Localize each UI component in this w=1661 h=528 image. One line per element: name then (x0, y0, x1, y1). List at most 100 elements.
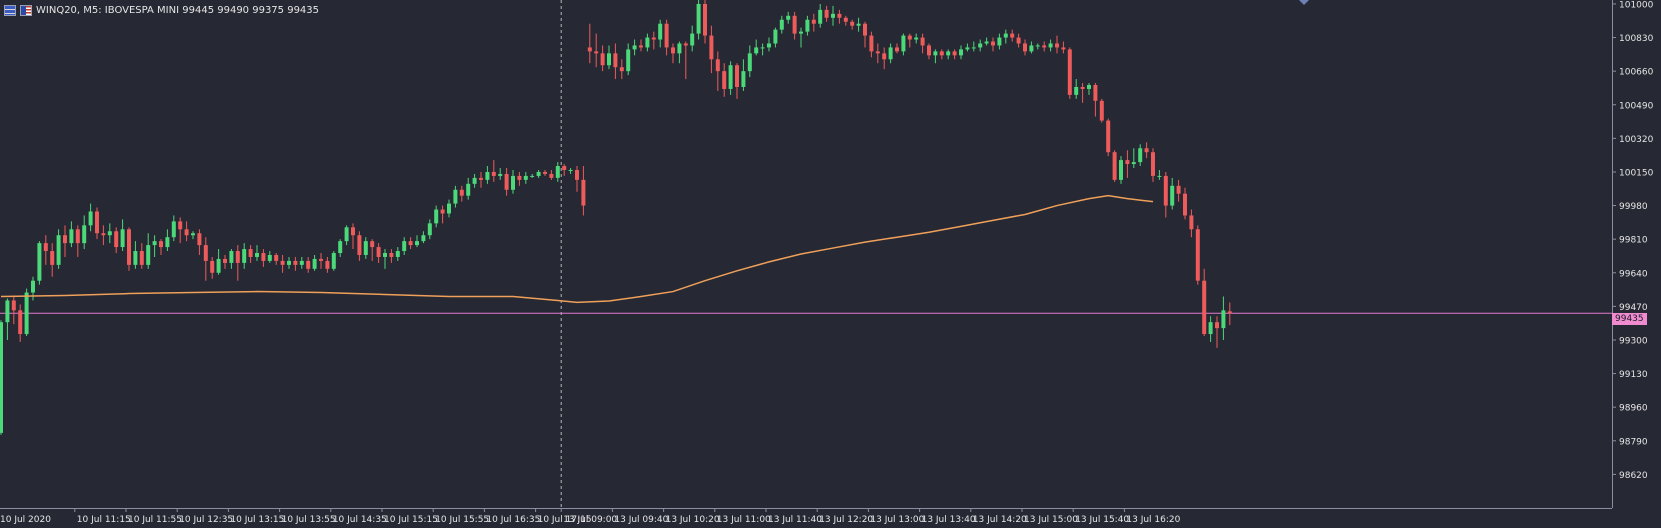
candle (370, 239, 375, 261)
candle-body (952, 51, 957, 56)
candle-body (1221, 310, 1226, 329)
candle-body (907, 35, 912, 40)
chart-grid-icon[interactable] (4, 4, 16, 16)
time-tick-label: 10 Jul 13:55 (282, 515, 336, 525)
candle-body (786, 15, 791, 20)
candle (952, 49, 957, 60)
candle-body (600, 53, 605, 66)
candle-body (875, 51, 880, 54)
candle (37, 241, 42, 285)
candle-body (82, 225, 87, 244)
candle (88, 203, 93, 232)
candle-body (338, 241, 343, 254)
candle-body (933, 51, 938, 56)
candle-body (472, 177, 477, 184)
price-tick-label: 98620 (1619, 471, 1648, 481)
candle-body (421, 235, 426, 242)
candle (1099, 98, 1104, 123)
candle (1215, 316, 1219, 348)
candle-body (927, 45, 931, 56)
price-tick-label: 98790 (1619, 437, 1648, 447)
candle (632, 39, 637, 56)
candle (671, 43, 675, 64)
price-tick-label: 100320 (1619, 135, 1654, 145)
candle (50, 243, 55, 277)
candle (901, 33, 906, 56)
candle-body (120, 229, 125, 248)
candle (709, 25, 714, 74)
time-tick-label: 13 Jul 10:20 (666, 515, 720, 525)
candle-body (210, 260, 215, 273)
candle (939, 49, 944, 60)
candle-body (1157, 175, 1162, 177)
chart-header: WINQ20, M5: IBOVESPA MINI 99445 99490 99… (4, 3, 319, 17)
candle (1138, 144, 1143, 167)
candle (863, 21, 867, 48)
candle (395, 247, 400, 261)
candle-body (216, 258, 221, 273)
candle-body (1010, 33, 1015, 38)
candle-body (799, 31, 803, 34)
candle-body (223, 258, 227, 263)
price-tick-label: 99300 (1619, 336, 1648, 346)
candle (56, 229, 61, 269)
candle-body (1227, 311, 1232, 314)
candle (1106, 118, 1111, 157)
candle (344, 225, 349, 246)
candle (991, 37, 995, 52)
candle (280, 254, 285, 273)
candle (197, 229, 202, 255)
candle-body (498, 173, 503, 176)
candle (242, 243, 247, 269)
candle (1048, 39, 1053, 52)
candle-body (133, 251, 138, 265)
candle (319, 253, 323, 269)
candle-body (773, 29, 778, 44)
time-tick-label: 13 Jul 13:00 (870, 515, 924, 525)
candle (613, 43, 618, 80)
candle-body (850, 21, 855, 26)
candle (472, 173, 477, 188)
candle (235, 245, 240, 281)
candle-body (562, 166, 567, 170)
candle-body (651, 37, 656, 40)
candle (1131, 148, 1136, 169)
price-tick-label: 99810 (1619, 236, 1648, 246)
candle (792, 11, 797, 40)
candle (459, 185, 464, 202)
price-tick-label: 99640 (1619, 269, 1648, 279)
candle (850, 19, 855, 30)
candle-body (805, 19, 810, 32)
candle (779, 15, 784, 34)
candle (549, 169, 554, 180)
candle (799, 27, 803, 48)
candle-body (63, 235, 67, 244)
time-tick-label: 10 Jul 15:15 (384, 515, 438, 525)
candle-body (1195, 229, 1200, 281)
candle-body (1170, 185, 1175, 206)
candle-body (517, 175, 522, 180)
candle-body (459, 189, 464, 196)
candle (274, 253, 279, 265)
candle-body (37, 243, 42, 281)
candle-body (1074, 86, 1079, 95)
candle (1010, 29, 1015, 42)
candle (651, 31, 656, 50)
candle (575, 166, 579, 192)
price-tick-label: 99130 (1619, 370, 1648, 380)
candle-body (997, 37, 1002, 46)
candle-body (50, 251, 55, 265)
candle (120, 219, 125, 252)
candle-body (43, 243, 48, 252)
candle-body (114, 231, 119, 248)
candle-body (575, 169, 579, 180)
candle (415, 235, 419, 248)
candle-body (792, 15, 797, 34)
candle-body (1061, 47, 1066, 50)
candle (786, 11, 791, 24)
candle-body (383, 253, 387, 257)
candle-body (357, 235, 362, 255)
candle (1074, 79, 1079, 99)
candle-body (818, 9, 823, 24)
